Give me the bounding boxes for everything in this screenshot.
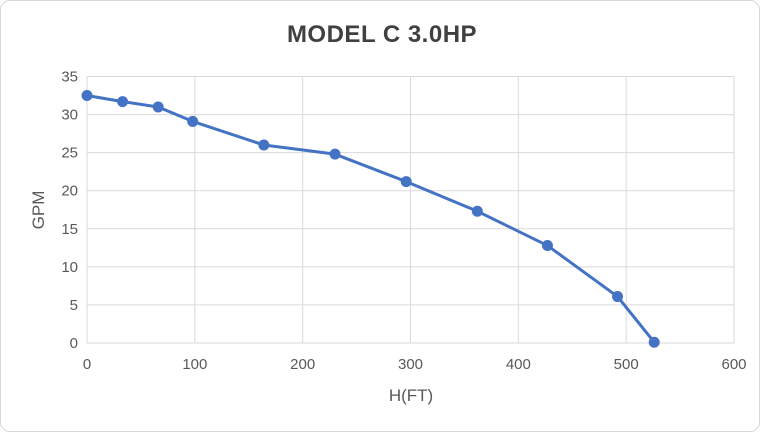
data-point-marker — [81, 90, 93, 102]
data-point-marker — [400, 176, 412, 188]
x-tick-label: 300 — [398, 356, 423, 373]
data-point-marker — [187, 115, 199, 127]
y-tick-label: 25 — [61, 145, 78, 162]
x-tick-label: 500 — [614, 356, 639, 373]
data-point-marker — [648, 336, 660, 348]
x-tick-label: 100 — [182, 356, 207, 373]
data-point-marker — [152, 101, 164, 113]
y-tick-label: 0 — [70, 335, 78, 352]
data-point-marker — [117, 96, 129, 108]
x-tick-label: 200 — [290, 356, 315, 373]
data-point-marker — [541, 240, 553, 252]
y-tick-label: 10 — [61, 259, 78, 276]
data-point-marker — [258, 139, 270, 151]
y-axis-title: GPM — [29, 190, 48, 230]
y-tick-label: 30 — [61, 107, 78, 124]
y-tick-label: 20 — [61, 183, 78, 200]
x-tick-label: 600 — [721, 356, 746, 373]
x-tick-label: 400 — [506, 356, 531, 373]
y-tick-label: 35 — [61, 69, 78, 86]
data-point-marker — [612, 291, 624, 303]
x-axis-title: H(FT) — [388, 386, 434, 405]
x-tick-label: 0 — [83, 356, 91, 373]
data-point-marker — [471, 205, 483, 217]
y-tick-label: 15 — [61, 221, 78, 238]
y-tick-label: 5 — [70, 297, 78, 314]
chart-title: MODEL C 3.0HP — [286, 21, 478, 48]
data-point-marker — [329, 148, 341, 160]
